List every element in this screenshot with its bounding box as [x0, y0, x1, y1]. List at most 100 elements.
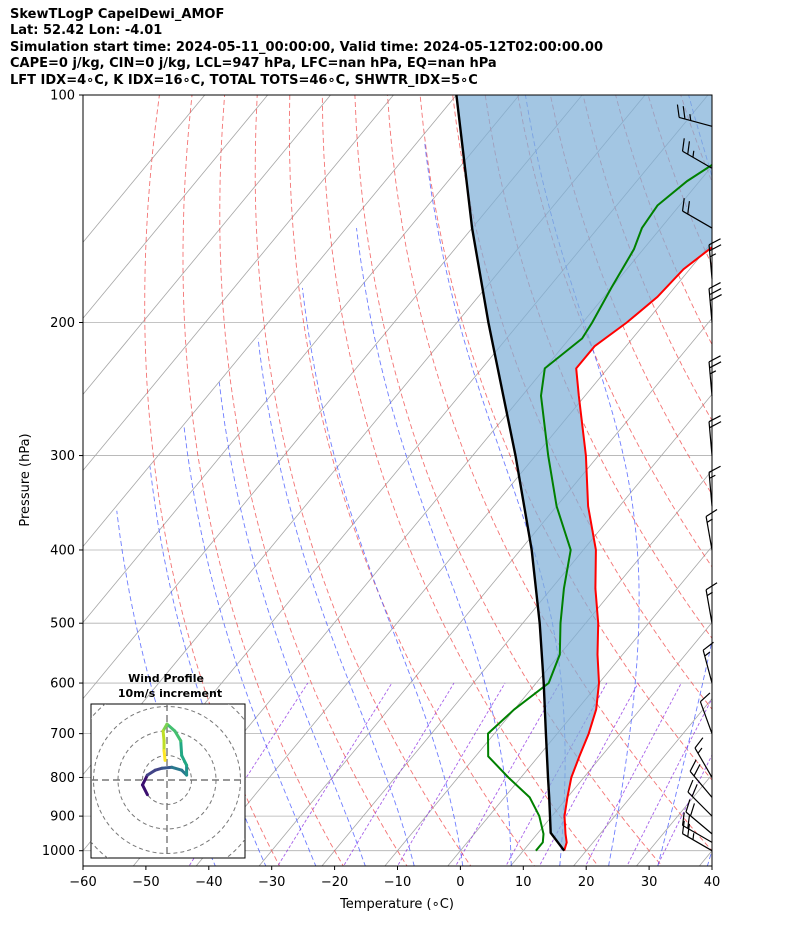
wind-barb-flag [687, 141, 691, 155]
wind-barb-flag [687, 815, 691, 829]
mixing-ratio-line [538, 682, 639, 866]
y-tick-label: 300 [50, 449, 75, 464]
wind-barb-half [709, 474, 716, 479]
y-tick-label: 900 [50, 810, 75, 825]
moist-adiabat [301, 287, 464, 866]
wind-barb-flag [681, 820, 685, 834]
y-tick-label: 700 [50, 727, 75, 742]
dry-adiabat [254, 95, 472, 866]
wind-barb [687, 779, 713, 817]
x-tick-label: −50 [132, 875, 159, 890]
isotherm-line [510, 621, 712, 866]
y-tick-label: 200 [50, 316, 75, 331]
moist-adiabat [356, 228, 512, 866]
dry-adiabat [219, 95, 408, 866]
isotherm-line [83, 95, 206, 243]
y-tick-label: 100 [50, 89, 75, 104]
wind-barb-flag [709, 244, 722, 252]
wind-barb [705, 508, 718, 551]
wind-barb [702, 641, 714, 684]
wind-barb-flag [705, 582, 718, 591]
x-tick-label: 30 [641, 875, 658, 890]
mixing-ratio-line [343, 682, 455, 866]
hodograph-segment [160, 765, 174, 770]
dry-adiabat [354, 95, 663, 866]
mixing-ratio-line [277, 682, 393, 866]
isotherm-line [83, 95, 457, 548]
mixing-ratio-line [455, 682, 561, 866]
moist-adiabat [706, 849, 712, 866]
isotherm-line [749, 60, 794, 882]
wind-barb-flag [708, 465, 721, 473]
hodograph-subtitle: 10m/s increment [118, 687, 222, 700]
y-tick-label: 500 [50, 617, 75, 632]
wind-barb-staff [682, 833, 713, 852]
wind-barb-half [692, 150, 695, 158]
wind-barb-flag [705, 508, 718, 517]
wind-barb [681, 820, 713, 852]
hodograph-segment [145, 768, 157, 777]
dry-adiabat [734, 60, 794, 882]
wind-barb [685, 799, 713, 835]
x-tick-label: −40 [195, 875, 222, 890]
dry-adiabat [321, 95, 599, 866]
wind-barb-flag [694, 737, 704, 749]
wind-barb-flag [681, 198, 685, 212]
wind-barb-staff [699, 701, 713, 734]
wind-barb-flag [687, 823, 691, 837]
cape-line: CAPE=0 j/kg, CIN=0 j/kg, LCL=947 hPa, LF… [10, 56, 497, 72]
cin-shade [456, 95, 712, 851]
wind-barb [708, 465, 721, 507]
wind-barb-staff [685, 811, 713, 835]
wind-barb-flag [708, 282, 721, 290]
wind-barb [708, 355, 722, 396]
wind-barb-flag [689, 759, 697, 772]
wind-barb-half [692, 833, 695, 840]
x-tick-label: −20 [321, 875, 348, 890]
y-tick-label: 1000 [42, 844, 75, 859]
y-tick-label: 400 [50, 543, 75, 558]
x-tick-label: −10 [384, 875, 411, 890]
hodograph-segment [141, 783, 149, 797]
wind-barb-flag [709, 361, 722, 369]
wind-barb [708, 238, 722, 279]
mixing-ratio-line [396, 682, 506, 866]
wind-barb [681, 198, 713, 229]
temperature-line [563, 245, 712, 851]
wind-barb [681, 138, 713, 169]
mixing-ratio-line [505, 682, 608, 866]
isotherm-line [83, 95, 269, 319]
wind-barb-flag [689, 803, 696, 817]
wind-barb-flag [685, 799, 691, 813]
isotherm-line [83, 95, 520, 624]
wind-barb [708, 282, 722, 323]
wind-barb [689, 759, 713, 798]
dry-adiabat [765, 60, 794, 882]
wind-barb-flag [691, 784, 698, 797]
mixing-ratio-line [585, 682, 682, 866]
wind-barb-half [706, 518, 713, 523]
y-axis-label: Pressure (hPa) [18, 433, 33, 526]
moist-adiabat [524, 95, 640, 866]
x-tick-label: −60 [69, 875, 96, 890]
dry-adiabat [288, 95, 536, 866]
isotherm-line [83, 95, 394, 472]
wind-barb-flag [682, 106, 686, 120]
hodograph-segment [170, 765, 184, 772]
wind-barb-staff [682, 824, 713, 843]
wind-barb [705, 582, 718, 624]
wind-barb-flag [681, 138, 685, 152]
wind-barb [676, 104, 713, 127]
wind-barb-flag [687, 201, 691, 215]
wind-barb-flag [687, 779, 694, 793]
x-axis-label: Temperature (∘C) [339, 897, 454, 912]
wind-barb-flag [693, 764, 701, 777]
wind-barb-flag [708, 415, 721, 423]
wind-barb-flag [699, 692, 711, 703]
wind-barb-half [709, 370, 717, 375]
dry-adiabat [182, 95, 344, 866]
dry-adiabat [582, 95, 712, 422]
wind-barb-half [689, 114, 692, 121]
wind-barb-flag [676, 104, 680, 118]
